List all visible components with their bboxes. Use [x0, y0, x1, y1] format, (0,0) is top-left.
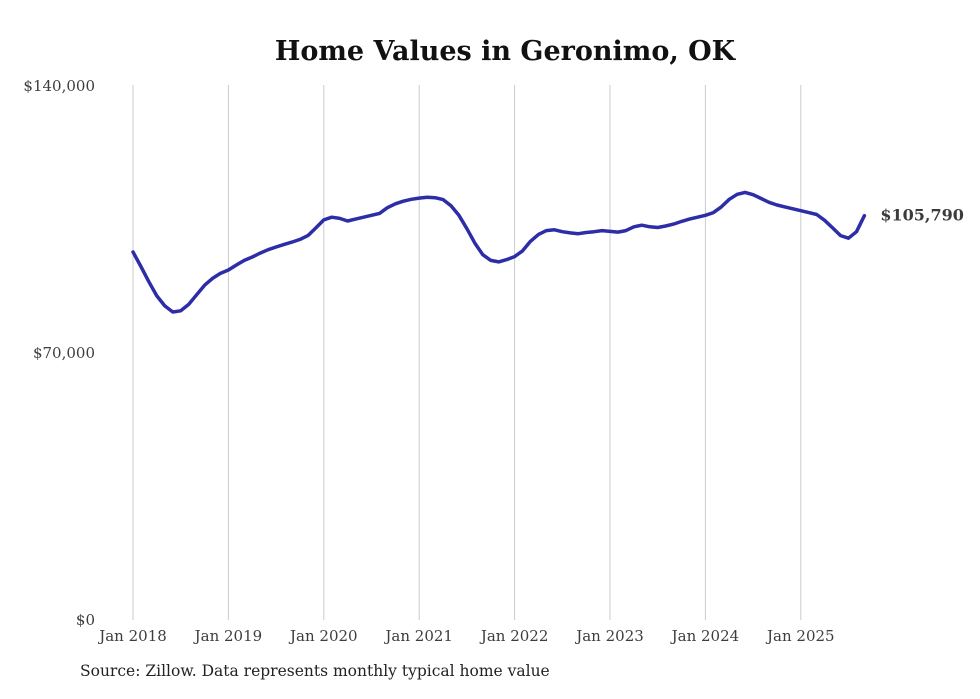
x-axis-tick-label: Jan 2023: [574, 627, 644, 645]
x-axis-tick-label: Jan 2019: [193, 627, 263, 645]
x-axis-tick-label: Jan 2022: [479, 627, 549, 645]
x-axis-tick-label: Jan 2021: [383, 627, 453, 645]
x-axis-tick-label: Jan 2020: [288, 627, 358, 645]
latest-value-label: $105,790: [880, 206, 964, 225]
x-axis-tick-label: Jan 2025: [765, 627, 835, 645]
y-axis-tick-label-70000: $70,000: [33, 344, 95, 362]
price-line: [131, 190, 867, 314]
source-note: Source: Zillow. Data represents monthly …: [80, 662, 550, 680]
chart-title: Home Values in Geronimo, OK: [275, 36, 737, 67]
y-axis-tick-label-140000: $140,000: [23, 77, 95, 95]
x-axis-tick-label: Jan 2024: [670, 627, 740, 645]
x-axis-labels-group: Jan 2018 Jan 2019 Jan 2020 Jan 2021 Jan 2022…: [97, 627, 834, 645]
y-axis-tick-label-0: $0: [76, 611, 95, 629]
x-axis-tick-label: Jan 2018: [97, 627, 167, 645]
gridlines-group: [132, 85, 802, 620]
